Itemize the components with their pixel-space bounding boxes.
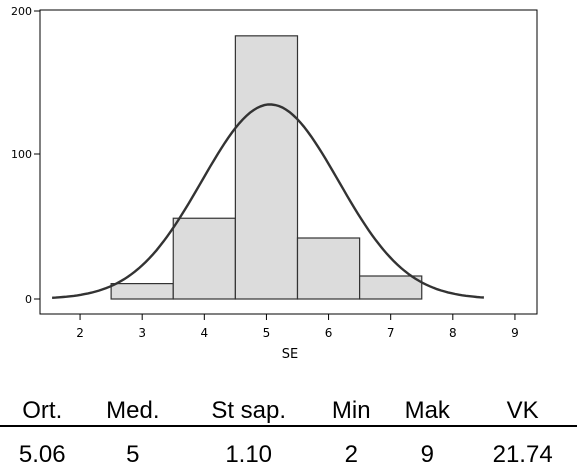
stats-header-cell: St sap. (181, 385, 317, 427)
x-tick-label: 5 (263, 326, 271, 340)
y-tick-label: 0 (25, 293, 32, 306)
stats-header-cell: Min (316, 385, 387, 427)
histogram-bar-6 (359, 275, 423, 300)
histogram-bar-5 (296, 237, 361, 300)
stats-header-cell: Med. (84, 385, 182, 427)
x-axis-label: SE (282, 347, 298, 362)
y-tick-label: 100 (11, 148, 32, 161)
x-tick-label: 9 (511, 326, 519, 340)
stats-value-cell: 1.10 (225, 441, 273, 468)
x-tick-label: 8 (449, 326, 457, 340)
stats-header-cell: VK (468, 385, 577, 427)
stats-value-cell: 5.06 (18, 441, 66, 468)
y-tick-label: 200 (11, 5, 32, 18)
x-tick-label: 7 (387, 326, 395, 340)
stats-header-cell: Mak (386, 385, 469, 427)
axes-layer: 0 100 200 2 3 4 5 6 7 8 9 (11, 5, 538, 340)
histogram-bar-4 (234, 35, 299, 300)
stats-value-cell: 21.74 (492, 441, 553, 468)
stats-value-cell: 9 (420, 441, 434, 468)
stats-value-cell: 5 (126, 441, 140, 468)
curve-layer (52, 103, 484, 299)
x-tick-label: 2 (76, 326, 84, 340)
plot-frame (39, 9, 538, 315)
x-tick-label: 6 (325, 326, 333, 340)
stats-value-cell: 2 (344, 441, 358, 468)
normal-curve (52, 103, 484, 299)
x-tick-label: 3 (138, 326, 146, 340)
histogram-bar-3 (172, 217, 236, 300)
stats-value-row: 5.06 5 1.10 2 9 21.74 (0, 426, 577, 469)
x-tick-label: 4 (200, 326, 208, 340)
stats-table: Ort. Med. St sap. Min Mak VK 5.06 5 1.10… (0, 385, 577, 469)
stats-header-row: Ort. Med. St sap. Min Mak VK (0, 385, 577, 427)
stats-header-cell: Ort. (0, 385, 85, 427)
bars-layer (110, 35, 423, 300)
histogram-bar-2 (110, 283, 174, 300)
histogram-chart: 0 100 200 2 3 4 5 6 7 8 9 SE (11, 5, 538, 362)
